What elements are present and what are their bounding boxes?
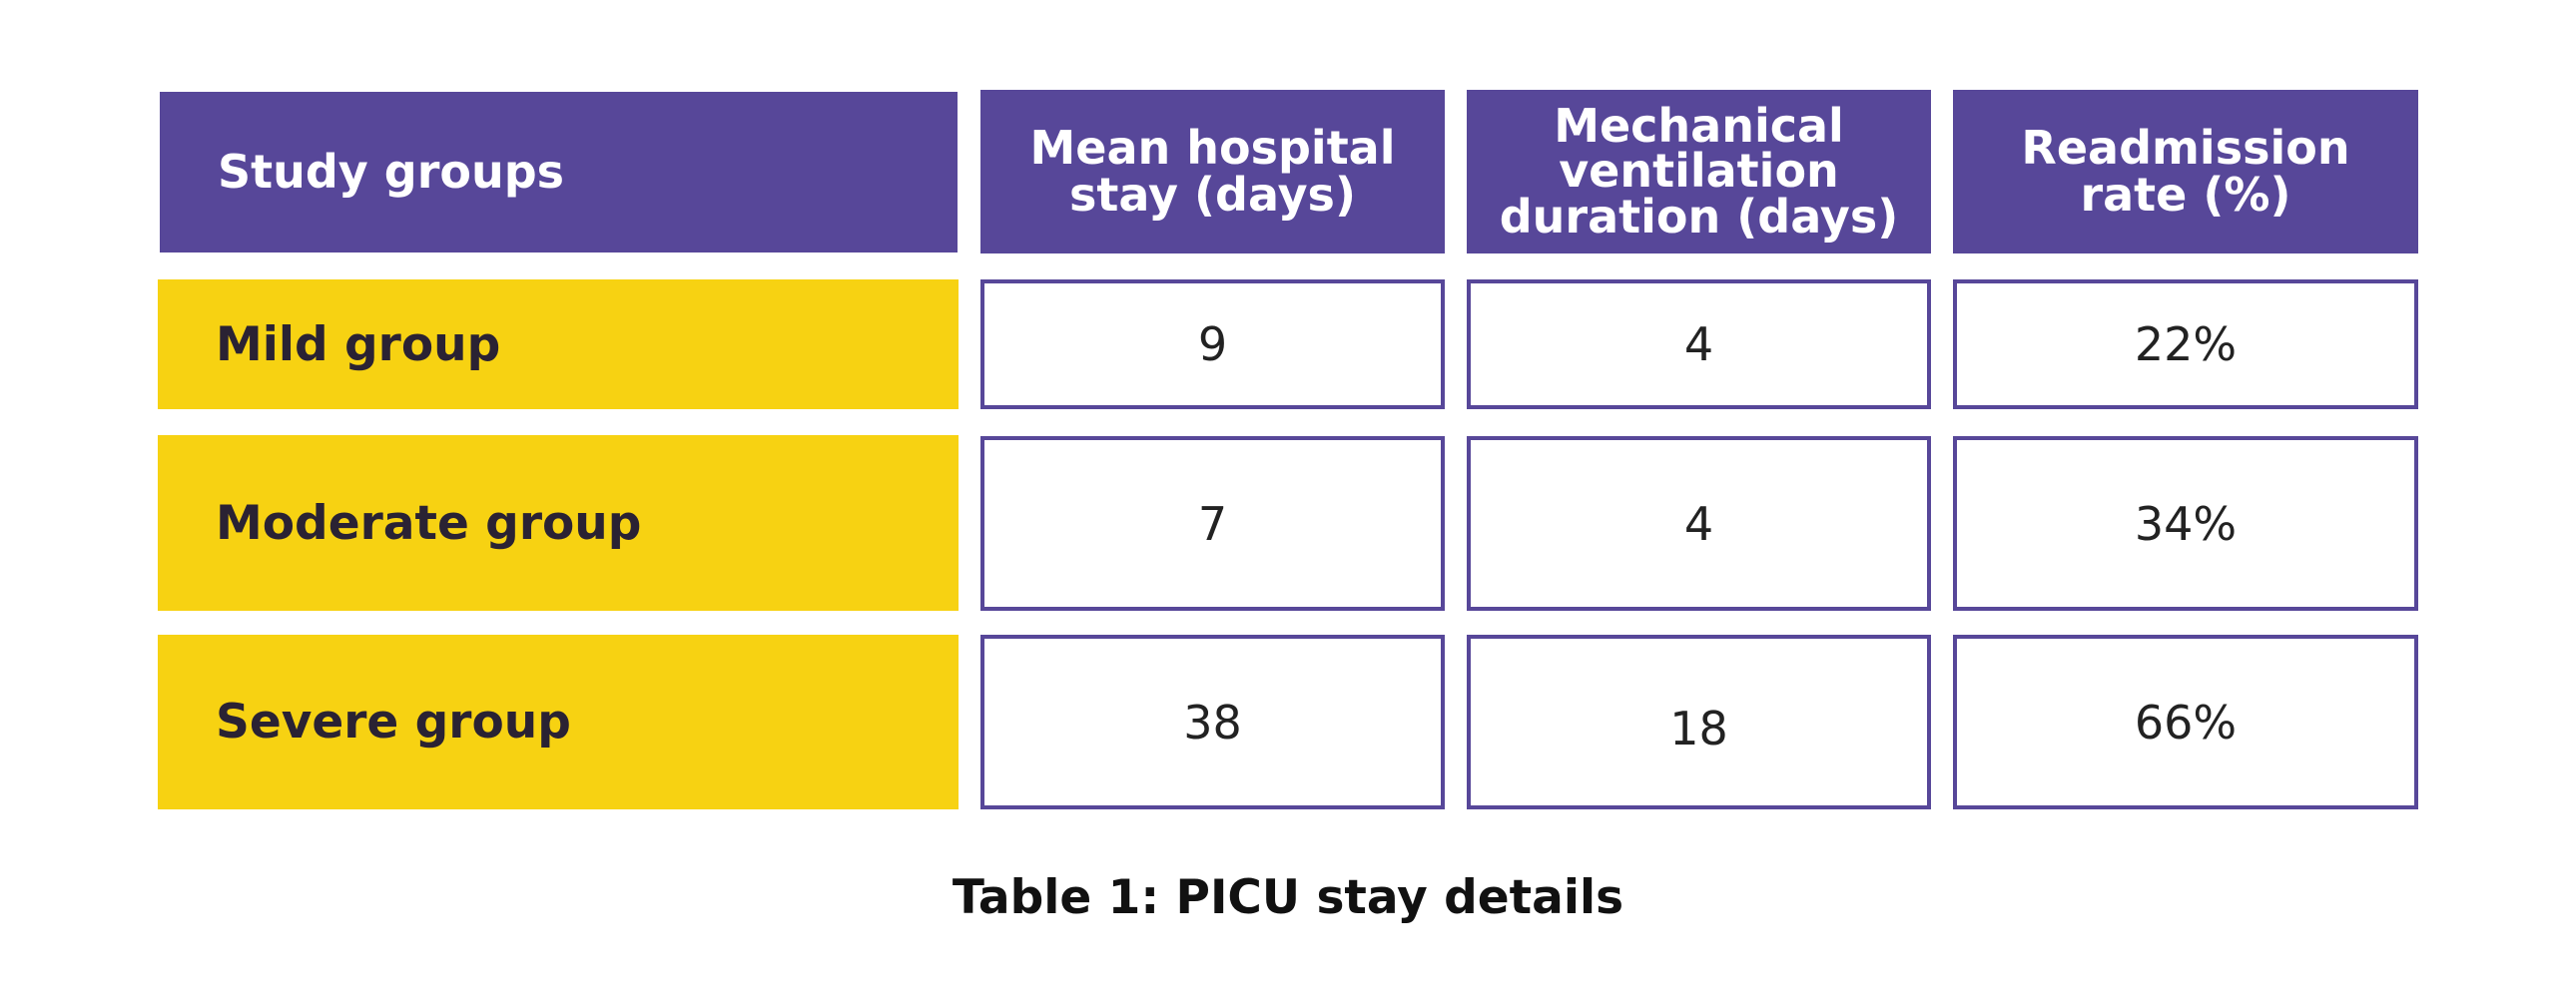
group-label-moderate: Moderate group — [158, 435, 959, 611]
readmission-mild: 22% — [1953, 279, 2418, 409]
header-readmission-rate: Readmission rate (%) — [1953, 90, 2418, 253]
mean-stay-severe: 38 — [980, 635, 1445, 809]
readmission-severe: 66% — [1953, 635, 2418, 809]
header-study-groups: Study groups — [160, 92, 958, 252]
ventilation-moderate: 4 — [1467, 436, 1931, 611]
readmission-moderate: 34% — [1953, 436, 2418, 611]
mean-stay-moderate: 7 — [980, 436, 1445, 611]
header-mean-hospital-stay: Mean hospital stay (days) — [980, 90, 1445, 253]
ventilation-severe: 18 — [1467, 635, 1931, 809]
group-label-severe: Severe group — [158, 635, 959, 809]
table-caption: Table 1: PICU stay details — [952, 870, 1624, 925]
ventilation-mild: 4 — [1467, 279, 1931, 409]
group-label-mild: Mild group — [158, 279, 959, 409]
header-mechanical-ventilation: Mechanical ventilation duration (days) — [1467, 90, 1931, 253]
mean-stay-mild: 9 — [980, 279, 1445, 409]
